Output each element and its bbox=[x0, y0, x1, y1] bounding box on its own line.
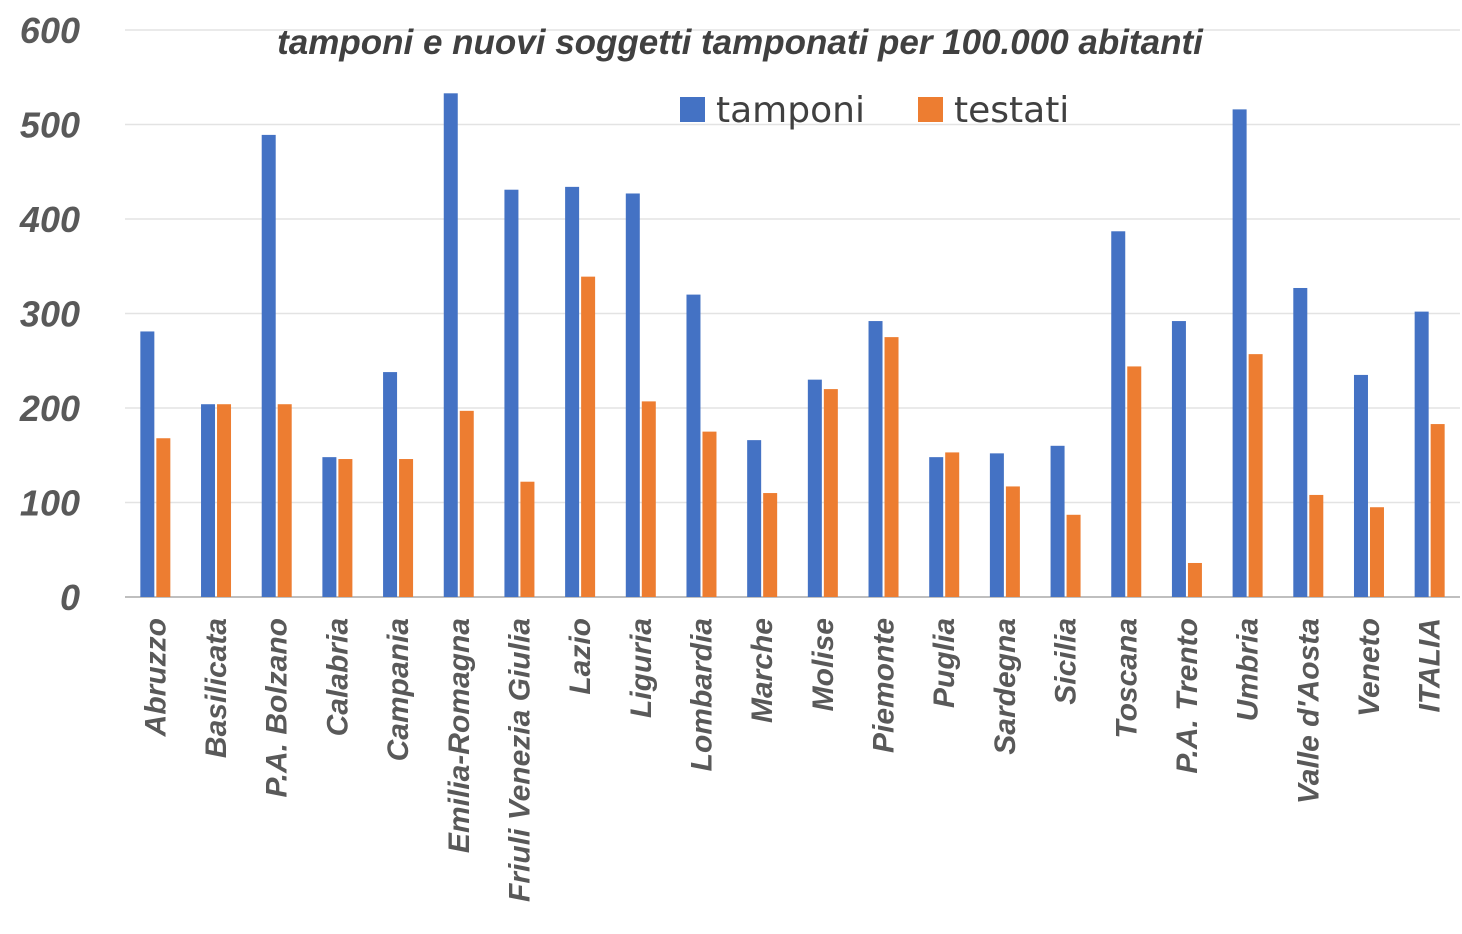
x-tick-label: Emilia-Romagna bbox=[443, 618, 476, 853]
x-tick-label: Liguria bbox=[625, 618, 658, 718]
bar-tamponi-basilicata bbox=[201, 404, 216, 597]
x-tick-label: Lazio bbox=[564, 618, 597, 695]
bar-tamponi-marche bbox=[747, 440, 762, 597]
bar-tamponi-p-a-trento bbox=[1171, 321, 1186, 597]
x-axis-labels: Abruzzo Basilicata P.A. Bolzano Calabria Cam… bbox=[139, 618, 1446, 902]
bar-testati-marche bbox=[763, 493, 778, 597]
bar-testati-molise bbox=[823, 389, 838, 597]
bar-testati-basilicata bbox=[217, 404, 232, 597]
bar-testati-lombardia bbox=[702, 431, 717, 597]
bar-tamponi-umbria bbox=[1232, 109, 1247, 597]
bar-tamponi-puglia bbox=[929, 457, 944, 597]
legend: tamponi testati bbox=[680, 90, 1069, 131]
x-tick-label: Calabria bbox=[321, 618, 354, 736]
y-tick-label: 200 bbox=[19, 388, 80, 429]
bar-tamponi-p-a-bolzano bbox=[261, 134, 276, 597]
legend-label-tamponi: tamponi bbox=[716, 90, 865, 131]
x-tick-label: Piemonte bbox=[868, 618, 901, 753]
bar-tamponi-calabria bbox=[322, 457, 337, 597]
bar-testati-piemonte bbox=[884, 337, 899, 597]
x-tick-label: Valle d'Aosta bbox=[1292, 618, 1325, 804]
y-tick-label: 100 bbox=[20, 483, 80, 524]
bar-testati-p-a-trento bbox=[1187, 562, 1202, 597]
bar-testati-emilia-romagna bbox=[459, 410, 474, 597]
bar-testati-puglia bbox=[945, 452, 960, 597]
x-tick-label: Umbria bbox=[1232, 618, 1265, 721]
bar-testati-sardegna bbox=[1005, 486, 1020, 597]
bar-testati-lazio bbox=[581, 276, 596, 597]
y-axis-ticks: 0 100 200 300 400 500 600 bbox=[19, 10, 80, 618]
bar-testati-p-a-bolzano bbox=[277, 404, 292, 597]
x-tick-label: Lombardia bbox=[685, 618, 718, 771]
bar-testati-toscana bbox=[1127, 366, 1142, 597]
bar-tamponi-sicilia bbox=[1050, 445, 1065, 597]
y-tick-label: 600 bbox=[20, 10, 80, 51]
bar-testati-umbria bbox=[1248, 354, 1263, 597]
bar-tamponi-emilia-romagna bbox=[443, 93, 458, 597]
bar-tamponi-liguria bbox=[625, 193, 640, 598]
bar-tamponi-italia bbox=[1414, 311, 1429, 597]
y-tick-label: 0 bbox=[60, 577, 80, 618]
x-tick-label: Toscana bbox=[1110, 618, 1143, 739]
x-tick-label: Sardegna bbox=[989, 618, 1022, 755]
bars bbox=[140, 93, 1445, 598]
bar-testati-liguria bbox=[641, 401, 656, 597]
x-tick-label: ITALIA bbox=[1414, 618, 1447, 712]
bar-testati-veneto bbox=[1369, 507, 1384, 597]
x-tick-label: Marche bbox=[746, 618, 779, 723]
bar-tamponi-toscana bbox=[1111, 231, 1126, 597]
bar-testati-friuli-venezia-giulia bbox=[520, 481, 535, 597]
bar-tamponi-lombardia bbox=[686, 294, 701, 597]
x-tick-label: P.A. Bolzano bbox=[261, 618, 294, 797]
bar-testati-calabria bbox=[338, 459, 353, 597]
bar-testati-italia bbox=[1430, 424, 1445, 597]
x-tick-label: P.A. Trento bbox=[1171, 618, 1204, 774]
bar-tamponi-molise bbox=[807, 379, 822, 597]
bar-testati-valle-d-aosta bbox=[1309, 494, 1324, 597]
x-tick-label: Veneto bbox=[1353, 618, 1386, 717]
x-tick-label: Abruzzo bbox=[139, 618, 172, 737]
bar-tamponi-valle-d-aosta bbox=[1293, 287, 1308, 597]
y-tick-label: 500 bbox=[20, 105, 80, 146]
bar-testati-campania bbox=[399, 459, 414, 597]
bar-testati-abruzzo bbox=[156, 438, 171, 597]
bar-testati-sicilia bbox=[1066, 514, 1081, 597]
y-tick-label: 300 bbox=[20, 294, 80, 335]
x-tick-label: Molise bbox=[807, 618, 840, 711]
bar-tamponi-friuli-venezia-giulia bbox=[504, 189, 519, 597]
bar-tamponi-piemonte bbox=[868, 321, 883, 597]
legend-label-testati: testati bbox=[954, 90, 1069, 131]
x-tick-label: Puglia bbox=[928, 618, 961, 708]
x-tick-label: Sicilia bbox=[1050, 618, 1083, 705]
bar-tamponi-veneto bbox=[1353, 374, 1368, 597]
chart-title: tamponi e nuovi soggetti tamponati per 1… bbox=[277, 23, 1204, 62]
y-tick-label: 400 bbox=[19, 199, 80, 240]
x-tick-label: Friuli Venezia Giulia bbox=[503, 618, 536, 902]
bar-tamponi-lazio bbox=[565, 186, 580, 597]
legend-swatch-testati bbox=[918, 97, 943, 122]
x-tick-label: Basilicata bbox=[200, 618, 233, 758]
bar-tamponi-campania bbox=[383, 372, 398, 597]
bar-tamponi-sardegna bbox=[989, 453, 1004, 597]
x-tick-label: Campania bbox=[382, 618, 415, 761]
bar-tamponi-abruzzo bbox=[140, 331, 155, 597]
legend-swatch-tamponi bbox=[680, 97, 705, 122]
